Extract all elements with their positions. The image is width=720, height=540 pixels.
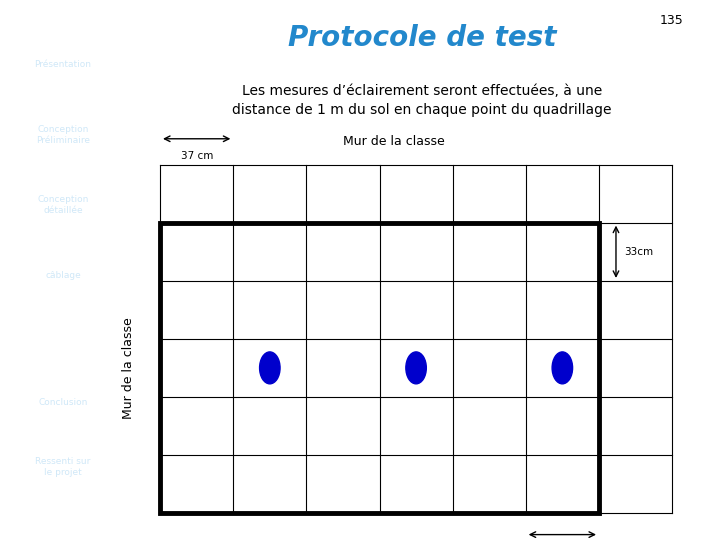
Bar — [160, 223, 599, 513]
Text: Mur de la classe: Mur de la classe — [122, 317, 135, 418]
Text: Prototypage: Prototypage — [32, 333, 94, 342]
Text: 37 cm: 37 cm — [181, 151, 213, 161]
Text: 01 33: 01 33 — [19, 515, 45, 524]
Ellipse shape — [406, 352, 426, 384]
Ellipse shape — [552, 352, 572, 384]
Text: Ressenti sur
le projet: Ressenti sur le projet — [35, 457, 91, 477]
Text: 33cm: 33cm — [624, 247, 654, 257]
Text: Présentation: Présentation — [35, 60, 91, 69]
Text: 135: 135 — [660, 14, 683, 26]
Ellipse shape — [260, 352, 280, 384]
Text: Protocole de test: Protocole de test — [287, 24, 556, 52]
Text: Conclusion: Conclusion — [38, 398, 88, 407]
Text: Mur de la classe: Mur de la classe — [343, 135, 445, 148]
Text: câblage: câblage — [45, 271, 81, 280]
Text: Conception
Préliminaire: Conception Préliminaire — [36, 125, 90, 145]
Text: Conception
détaillée: Conception détaillée — [37, 195, 89, 215]
Text: Les mesures d’éclairement seront effectuées, à une
distance de 1 m du sol en cha: Les mesures d’éclairement seront effectu… — [232, 84, 611, 117]
